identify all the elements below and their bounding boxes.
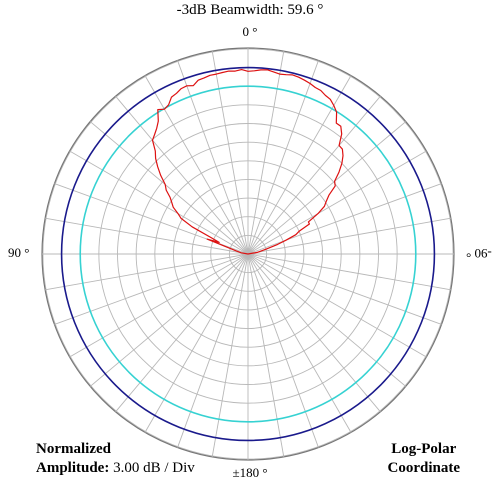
coordinate-info-line2: Coordinate	[387, 460, 461, 476]
grid-spoke	[247, 121, 407, 255]
grid-spoke	[247, 253, 442, 325]
grid-spoke	[89, 253, 249, 387]
grid-spoke	[115, 95, 249, 255]
angle-label-bottom: ±180 °	[232, 465, 268, 480]
grid-spoke	[144, 75, 249, 255]
grid-spoke	[247, 183, 442, 255]
angle-label-top: 0 °	[242, 24, 258, 39]
grid-spoke	[144, 253, 249, 433]
grid-spoke	[247, 253, 381, 413]
grid-spoke	[211, 253, 249, 457]
grid-spoke	[247, 217, 451, 255]
grid-spoke	[247, 51, 285, 255]
grid-spoke	[89, 121, 249, 255]
grid-spoke	[247, 253, 407, 387]
reference-circle	[79, 85, 417, 423]
grid-spoke	[54, 253, 249, 325]
pattern-curve	[151, 69, 344, 255]
scale-info: Normalized Amplitude: 3.00 dB / Div	[36, 440, 195, 478]
grid-spoke	[45, 253, 249, 291]
scale-info-amplitude: Amplitude: 3.00 dB / Div	[36, 459, 195, 478]
radiation-pattern	[151, 69, 344, 255]
grid-spoke	[247, 253, 319, 448]
reference-circle	[60, 66, 436, 442]
amplitude-value: 3.00 dB / Div	[113, 460, 195, 476]
grid-spoke	[177, 60, 249, 255]
chart-title: -3dB Beamwidth: 59.6 °	[176, 2, 324, 18]
grid-spoke	[115, 253, 249, 413]
grid-spoke	[247, 253, 352, 433]
grid-spoke	[69, 150, 249, 255]
grid-spoke	[69, 253, 249, 358]
coordinate-info-line1: Log-Polar	[391, 441, 457, 457]
grid-spoke	[247, 253, 427, 358]
grid-spoke	[177, 253, 249, 448]
amplitude-label: Amplitude:	[36, 460, 110, 476]
angle-label-left: 90 °	[8, 245, 30, 260]
grid-spoke	[247, 150, 427, 255]
grid-spoke	[45, 217, 249, 255]
grid-spoke	[247, 253, 451, 291]
coordinate-info: Log-Polar Coordinate	[388, 440, 461, 478]
scale-info-title: Normalized	[36, 441, 111, 457]
grid-spoke	[211, 51, 249, 255]
grid-spoke	[247, 95, 381, 255]
grid-spoke	[247, 60, 319, 255]
grid-spoke	[247, 253, 285, 457]
reference-circles	[60, 66, 436, 442]
